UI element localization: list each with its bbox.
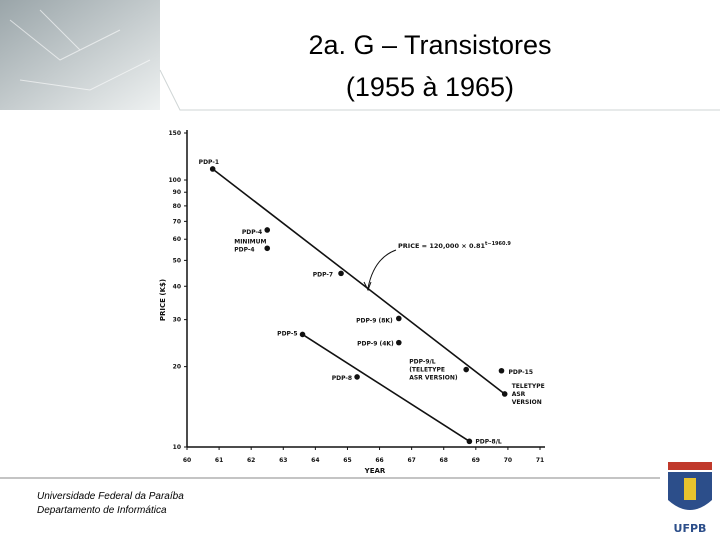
x-tick-label: 62 [247,457,255,464]
point-label: ASR VERSION) [409,375,458,382]
logo-text: UFPB [674,522,707,535]
arrow-head [363,281,372,292]
point [209,166,216,172]
trend-line [212,168,506,395]
y-tick-label: 100 [168,177,181,184]
point-label: PDP-15 [508,369,533,376]
point-label: PDP-1 [199,159,219,166]
point-label: PDP-5 [277,330,297,337]
point-label: PDP-7 [313,271,333,278]
point [463,366,469,373]
point-label: TELETYPE [512,383,545,390]
point-label: VERSION [512,399,542,406]
y-tick-label: 40 [173,283,181,290]
point [396,315,402,322]
footer-text: Departamento de Informática [37,505,167,516]
point-label: PDP-9 (4K) [357,341,394,348]
y-tick-label: 60 [173,236,181,243]
x-tick-label: 65 [343,457,351,464]
y-tick-label: 20 [173,364,181,371]
footer-text: Universidade Federal da Paraíba [37,491,184,502]
point [354,374,360,380]
y-tick-label: 30 [173,317,181,324]
x-tick-label: 69 [472,457,480,464]
logo: UFPB [668,462,712,535]
decor-image [0,0,160,110]
x-tick-label: 63 [279,457,287,464]
point-label: ASR [512,391,526,398]
logo-flames [668,462,712,470]
x-tick-label: 60 [183,457,191,464]
y-tick-label: 80 [173,203,181,210]
annotation-sup: t−1960.9 [485,241,511,247]
y-tick-label: 150 [168,130,181,137]
logo-book [684,478,696,500]
annotation: PRICE = 120,000 × 0.81t−1960.9 [398,241,511,250]
point-label: MINIMUM [234,238,266,245]
y-axis-label: PRICE (K$) [159,279,167,321]
annotation-arrow [367,249,397,289]
point-label: (TELETYPE [409,367,445,374]
point-label: PDP-4 [242,229,262,236]
point [466,438,473,445]
x-tick-label: 70 [504,457,512,464]
decor-lines [9,9,151,91]
x-tick-label: 61 [215,457,223,464]
annotation-text: PRICE = 120,000 × 0.81 [398,242,485,250]
x-tick-label: 66 [375,457,383,464]
trend-line [302,333,470,443]
point-label: PDP-8/L [475,438,502,445]
y-tick-label: 70 [173,218,181,225]
point [264,227,271,233]
y-tick-label: 90 [173,189,181,196]
y-tick-label: 10 [173,444,181,451]
x-tick-label: 67 [407,457,415,464]
slide-title: 2a. G – Transistores [308,30,552,60]
point [264,245,271,252]
x-tick-label: 71 [536,457,544,464]
point-label: PDP-9 (8K) [356,317,393,324]
point-label: PDP-8 [332,375,352,382]
slide-title: (1955 à 1965) [345,72,515,102]
point [338,270,344,277]
point [501,391,508,397]
x-axis-label: YEAR [364,467,386,475]
x-tick-label: 64 [311,457,319,464]
y-tick-label: 50 [173,257,181,264]
x-tick-label: 68 [440,457,448,464]
point [498,367,505,374]
header-rule [159,69,720,111]
point [396,339,402,346]
point-label: PDP-9/L [409,359,436,366]
point [299,331,306,338]
point-label: PDP-4 [234,246,254,253]
